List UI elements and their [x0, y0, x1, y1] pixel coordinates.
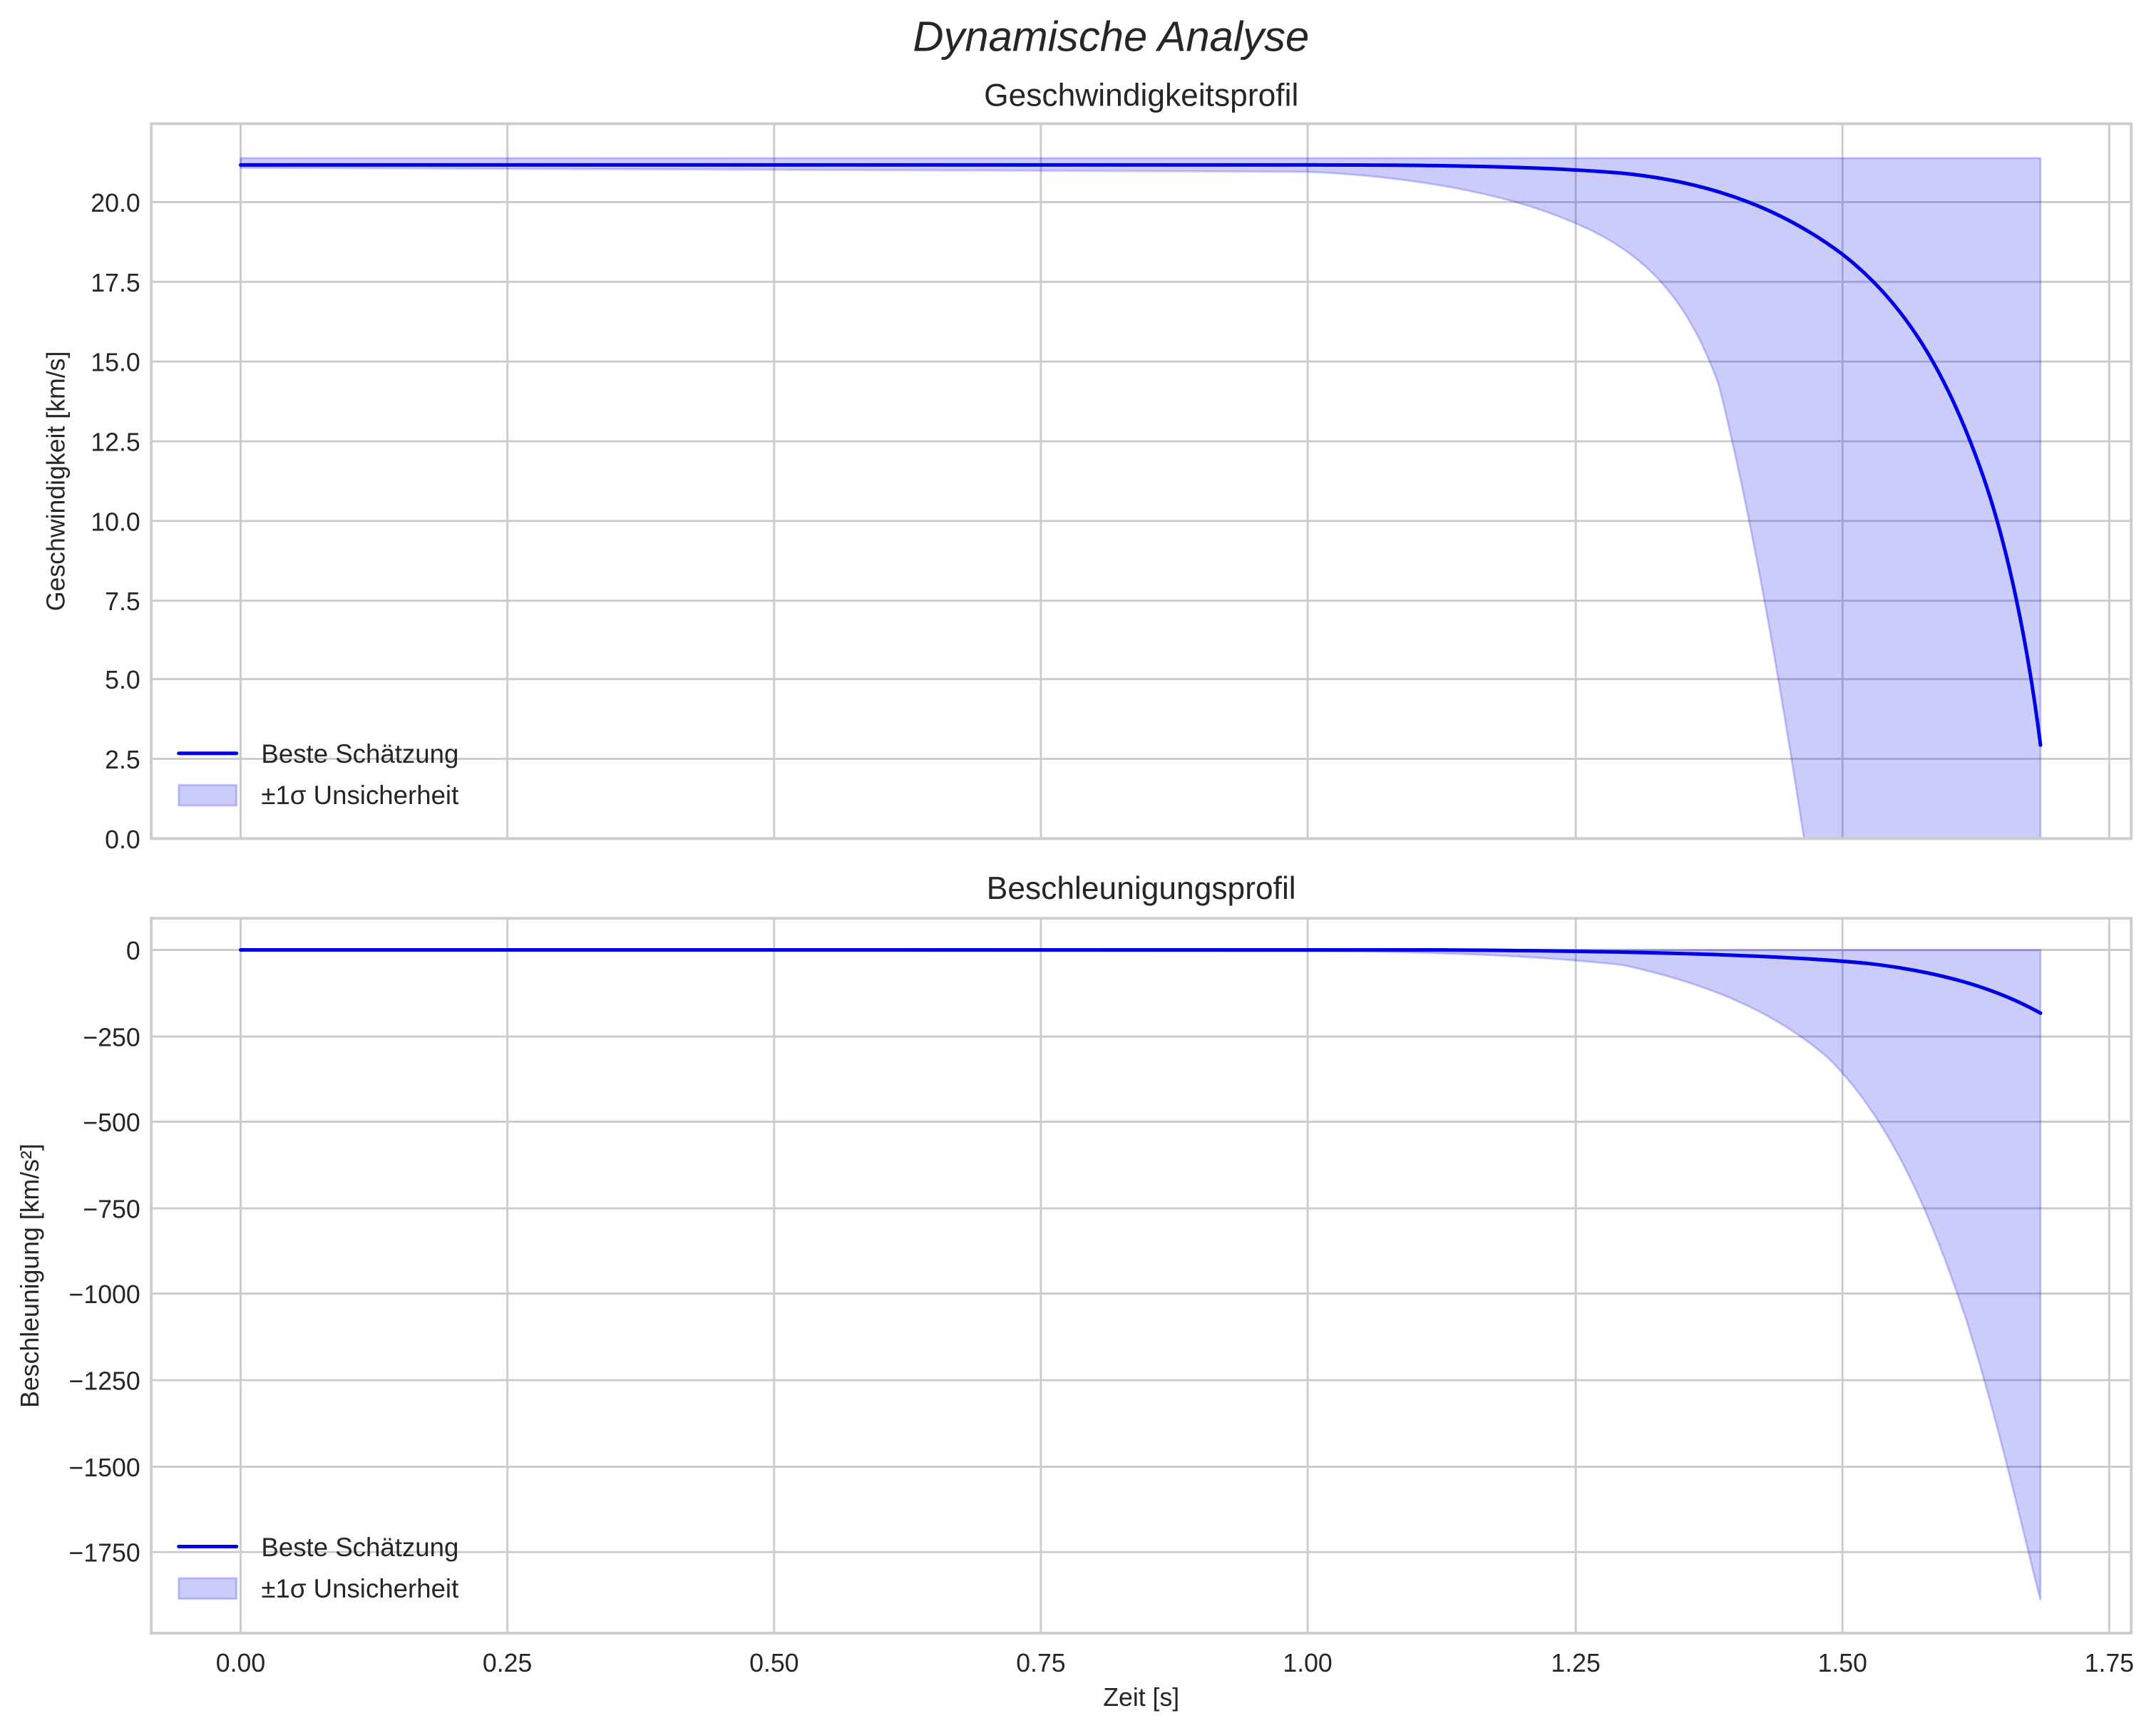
svg-text:17.5: 17.5	[91, 269, 140, 297]
svg-text:0.0: 0.0	[105, 826, 140, 854]
figure-title: Dynamische Analyse	[913, 12, 1309, 60]
velocity-y-ticks: 0.0 2.5 5.0 7.5 10.0 12.5 15.0 17.5 20.0	[91, 189, 140, 854]
svg-text:0.50: 0.50	[749, 1649, 799, 1677]
acceleration-legend: Beste Schätzung ±1σ Unsicherheit	[177, 1533, 458, 1603]
svg-text:15.0: 15.0	[91, 349, 140, 377]
legend-band-swatch	[178, 1577, 238, 1600]
acceleration-chart: Beschleunigungsprofil 0 −250 −500	[16, 871, 2134, 1712]
svg-text:20.0: 20.0	[91, 189, 140, 217]
acceleration-grid	[151, 918, 2132, 1633]
legend-line-label: Beste Schätzung	[261, 1533, 458, 1562]
svg-text:12.5: 12.5	[91, 428, 140, 457]
svg-text:−750: −750	[83, 1195, 140, 1224]
svg-text:−1750: −1750	[69, 1539, 140, 1568]
svg-text:1.50: 1.50	[1818, 1649, 1867, 1677]
x-axis-ticks: 0.00 0.25 0.50 0.75 1.00 1.25 1.50 1.75	[216, 1649, 2134, 1677]
acceleration-best-estimate-line	[238, 948, 2043, 1015]
velocity-y-label: Geschwindigkeit [km/s]	[42, 351, 71, 612]
velocity-axes-frame	[150, 122, 2133, 840]
svg-text:10.0: 10.0	[91, 508, 140, 536]
acceleration-y-label: Beschleunigung [km/s²]	[16, 1143, 44, 1408]
legend-band-label: ±1σ Unsicherheit	[261, 1574, 458, 1603]
legend-band-swatch	[178, 783, 238, 807]
svg-text:0.00: 0.00	[216, 1649, 265, 1677]
velocity-chart-title: Geschwindigkeitsprofil	[984, 78, 1298, 113]
velocity-chart: Geschwindigkeitsprofil 0.0 2.5 5.0	[42, 78, 2133, 854]
x-axis-label: Zeit [s]	[1103, 1683, 1179, 1712]
velocity-best-estimate-line	[238, 163, 2043, 747]
svg-text:−500: −500	[83, 1109, 140, 1137]
svg-text:1.00: 1.00	[1283, 1649, 1332, 1677]
svg-text:−1500: −1500	[69, 1454, 140, 1482]
velocity-legend: Beste Schätzung ±1σ Unsicherheit	[177, 739, 458, 810]
acceleration-axes-frame	[150, 917, 2133, 1635]
velocity-grid	[151, 123, 2132, 839]
svg-text:−1250: −1250	[69, 1367, 140, 1396]
acceleration-y-ticks: 0 −250 −500 −750 −1000 −1250 −1500 −1750	[69, 937, 140, 1568]
svg-text:−1000: −1000	[69, 1280, 140, 1309]
svg-text:0.75: 0.75	[1016, 1649, 1065, 1677]
svg-text:2.5: 2.5	[105, 746, 140, 774]
velocity-uncertainty-band	[240, 157, 2042, 840]
acceleration-chart-title: Beschleunigungsprofil	[987, 871, 1296, 906]
legend-line-label: Beste Schätzung	[261, 739, 458, 768]
svg-text:1.75: 1.75	[2085, 1649, 2134, 1677]
svg-text:5.0: 5.0	[105, 666, 140, 694]
svg-text:0.25: 0.25	[483, 1649, 532, 1677]
acceleration-uncertainty-band	[240, 949, 2042, 1601]
svg-text:−250: −250	[83, 1024, 140, 1052]
legend-band-label: ±1σ Unsicherheit	[261, 781, 458, 810]
svg-text:1.25: 1.25	[1551, 1649, 1600, 1677]
svg-text:7.5: 7.5	[105, 587, 140, 616]
svg-text:0: 0	[126, 937, 140, 965]
